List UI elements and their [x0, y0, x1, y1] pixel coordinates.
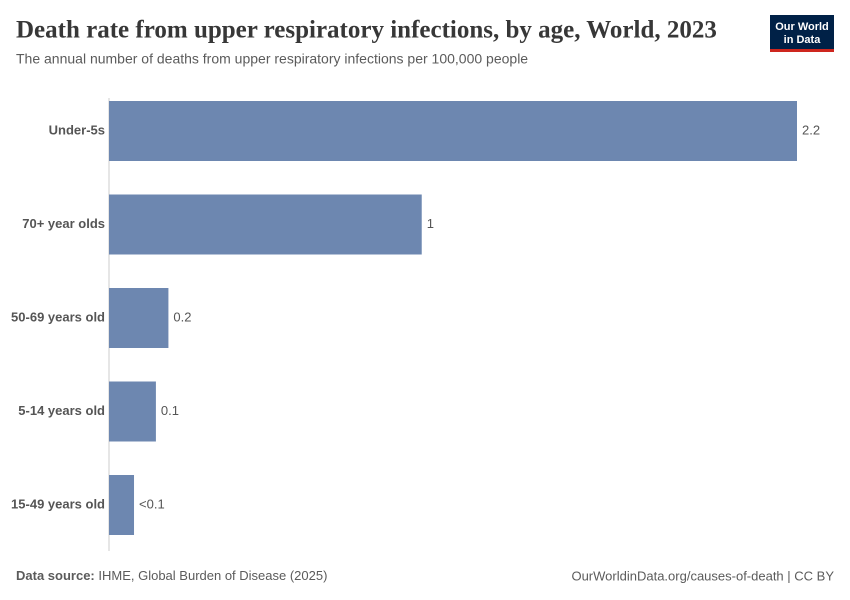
value-label: 0.2	[173, 309, 191, 324]
category-label: 70+ year olds	[22, 216, 105, 231]
logo-text: Our World	[775, 21, 829, 33]
category-label: 50-69 years old	[11, 309, 105, 324]
bar	[109, 475, 135, 535]
source-text: IHME, Global Burden of Disease (2025)	[98, 568, 327, 583]
logo-box	[770, 15, 834, 50]
logo-stripe	[770, 49, 834, 52]
bar	[109, 288, 169, 348]
logo-text: in Data	[784, 34, 822, 46]
chart-subtitle: The annual number of deaths from upper r…	[16, 51, 528, 67]
source-label: Data source:	[16, 568, 95, 583]
value-label: 1	[427, 216, 434, 231]
category-label: Under-5s	[49, 122, 105, 137]
source: Data source: IHME, Global Burden of Dise…	[16, 568, 327, 583]
footer-link[interactable]: OurWorldinData.org/causes-of-death | CC …	[571, 568, 834, 583]
category-label: 15-49 years old	[11, 496, 105, 511]
bar	[109, 101, 797, 161]
category-label: 5-14 years old	[18, 403, 105, 418]
bar	[109, 194, 422, 255]
bar	[109, 381, 156, 442]
value-label: 2.2	[802, 122, 820, 137]
value-label: <0.1	[139, 496, 165, 511]
logo[interactable]: Our World in Data	[770, 15, 834, 52]
value-label: 0.1	[161, 403, 179, 418]
chart-title: Death rate from upper respiratory infect…	[16, 17, 717, 44]
